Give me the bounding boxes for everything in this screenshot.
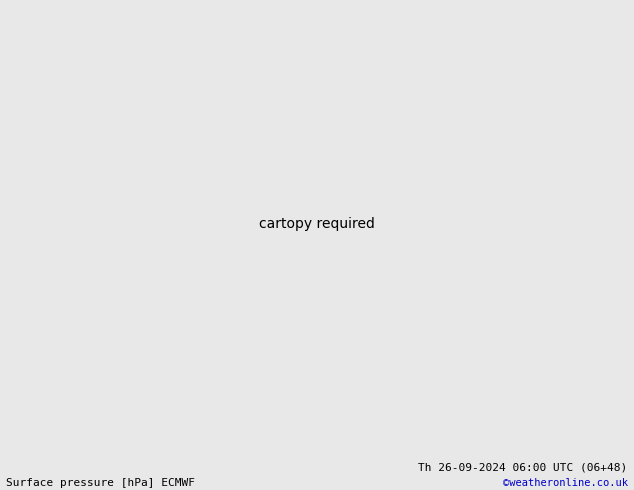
Text: ©weatheronline.co.uk: ©weatheronline.co.uk <box>503 478 628 488</box>
Text: Surface pressure [hPa] ECMWF: Surface pressure [hPa] ECMWF <box>6 478 195 488</box>
Text: Th 26-09-2024 06:00 UTC (06+48): Th 26-09-2024 06:00 UTC (06+48) <box>418 463 628 473</box>
Text: cartopy required: cartopy required <box>259 217 375 231</box>
